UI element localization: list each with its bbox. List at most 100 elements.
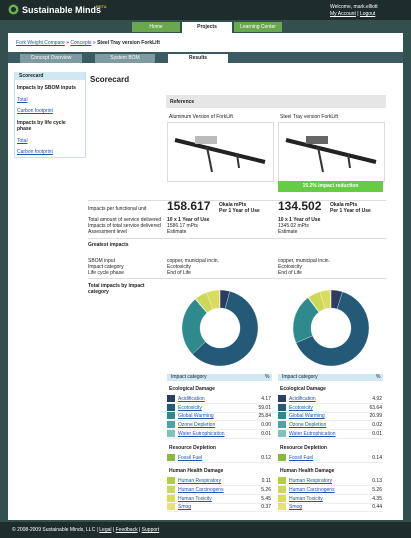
reduction-badge: 15.2% impact reduction — [278, 181, 383, 192]
breadcrumb: Fork Weight Compare » Concepts » Steel T… — [16, 40, 160, 46]
sidebar-active[interactable]: Scorecard — [14, 72, 85, 80]
footer — [0, 522, 411, 538]
row-name[interactable]: Fossil Fuel — [289, 454, 314, 461]
crumb-current: Steel Tray version ForkLift — [97, 40, 160, 46]
row-label: Impacts of total service delivered — [88, 223, 161, 229]
row-name[interactable]: Smog — [178, 504, 192, 511]
color-swatch — [278, 503, 286, 511]
row-name[interactable]: Human Carcinogens — [289, 486, 335, 493]
group-title: Ecological Damage — [169, 386, 215, 392]
label-column-bg — [166, 95, 386, 108]
divider — [88, 238, 386, 239]
tab[interactable]: System BOM — [95, 54, 155, 63]
row-name[interactable]: Global Warming — [289, 413, 325, 420]
row-name[interactable]: Human Toxicity — [289, 495, 323, 502]
row-name[interactable]: Global Warming — [178, 413, 214, 420]
row-label: Assessment level — [88, 229, 127, 235]
row-name[interactable]: Water Eutrophication — [178, 430, 225, 437]
row-name[interactable]: Human Carcinogens — [178, 486, 224, 493]
tab-active[interactable]: Results — [168, 54, 228, 63]
header — [0, 0, 411, 20]
nav-learning[interactable]: Learning Center — [234, 22, 282, 32]
color-swatch — [167, 421, 175, 429]
row-name[interactable]: Ozone Depletion — [289, 422, 327, 429]
footer-text: © 2008-2009 Sustainable Minds, LLC | Leg… — [12, 527, 159, 533]
row-name[interactable]: Human Respiratory — [178, 478, 222, 485]
row-name[interactable]: Acidification — [178, 396, 205, 402]
table-header: % — [265, 374, 270, 380]
row-name[interactable]: Human Respiratory — [289, 478, 333, 485]
row-divider — [278, 437, 383, 439]
logo: Sustainable Minds — [22, 5, 102, 15]
footer-link[interactable]: Legal — [99, 527, 112, 533]
fork-arm — [206, 146, 213, 173]
copyright: © 2008-2009 Sustainable Minds, LLC — [12, 527, 96, 533]
impact-unit: Per 1 Year of Use — [219, 208, 260, 214]
impact-unit: Per 1 Year of Use — [330, 208, 371, 214]
total: 1345.02 mPts — [278, 223, 309, 229]
sep: » — [66, 40, 69, 46]
donut-chart — [292, 289, 370, 367]
sidebar-link[interactable]: Carbon footprint — [17, 108, 53, 114]
tab[interactable]: Concept Overview — [20, 54, 82, 63]
row-divider — [167, 437, 272, 439]
sbom: copper, municipal incin. — [167, 258, 219, 264]
phase: End of Life — [167, 270, 191, 276]
row-name[interactable]: Smog — [289, 504, 303, 511]
row-value: 4.35 — [372, 495, 382, 502]
sidebar-link[interactable]: Total — [17, 97, 28, 103]
row-label: Greatest impacts — [88, 242, 129, 248]
table-header: % — [376, 374, 381, 380]
crumb[interactable]: Fork Weight Compare — [16, 40, 65, 46]
crumb[interactable]: Concepts — [70, 40, 92, 46]
logo-icon — [8, 4, 19, 15]
nav-home[interactable]: Home — [132, 22, 180, 32]
fork-arm — [347, 153, 351, 169]
row-value: 0.12 — [261, 454, 271, 461]
color-swatch — [167, 429, 175, 437]
sidebar-link[interactable]: Total — [17, 138, 28, 144]
row-value: 0.44 — [372, 504, 382, 511]
row-name[interactable]: Human Toxicity — [178, 495, 212, 502]
service: 10 x 1 Year of Use — [278, 217, 321, 223]
color-swatch — [278, 412, 286, 420]
donut-segment — [329, 289, 332, 309]
fork-arm — [236, 153, 240, 169]
impact-value: 134.502 — [278, 199, 322, 213]
sep: | — [96, 527, 98, 533]
logout[interactable]: Logout — [359, 11, 376, 17]
group-title: Ecological Damage — [280, 386, 326, 392]
footer-link[interactable]: Support — [141, 527, 160, 533]
footer-link[interactable]: Feedback — [115, 527, 138, 533]
color-swatch — [167, 403, 175, 411]
group-title: Resource Depletion — [169, 444, 216, 451]
row-divider — [167, 429, 272, 431]
column-name: Steel Tray version ForkLift — [280, 114, 339, 120]
impact-unit: Okala mPts — [219, 202, 247, 208]
row-value: 0.14 — [372, 454, 382, 461]
row-name[interactable]: Fossil Fuel — [178, 454, 203, 461]
color-swatch — [167, 477, 175, 485]
row-value: 4.92 — [372, 396, 382, 402]
fork-arm — [317, 146, 324, 173]
row-name[interactable]: Ecotoxicity — [178, 404, 202, 411]
fork-tray — [306, 136, 328, 144]
sidebar-link[interactable]: Carbon footprint — [17, 149, 53, 155]
row-divider — [278, 411, 383, 413]
row-label: Life cycle phase — [88, 270, 124, 276]
row-divider — [278, 420, 383, 422]
my-account[interactable]: My Account — [330, 11, 356, 17]
row-divider — [167, 502, 272, 504]
row-name[interactable]: Ozone Depletion — [178, 422, 216, 429]
row-value: 5.26 — [372, 486, 382, 493]
color-swatch — [278, 494, 286, 502]
color-swatch — [167, 395, 175, 402]
row-name[interactable]: Ecotoxicity — [289, 404, 313, 411]
row-name[interactable]: Water Eutrophication — [289, 430, 336, 437]
nav-projects[interactable]: Projects — [182, 22, 232, 33]
row-value: 4.17 — [261, 396, 271, 402]
row-value: 25.84 — [258, 413, 271, 420]
row-name[interactable]: Acidification — [289, 396, 316, 402]
row-value: 0.13 — [372, 478, 382, 485]
